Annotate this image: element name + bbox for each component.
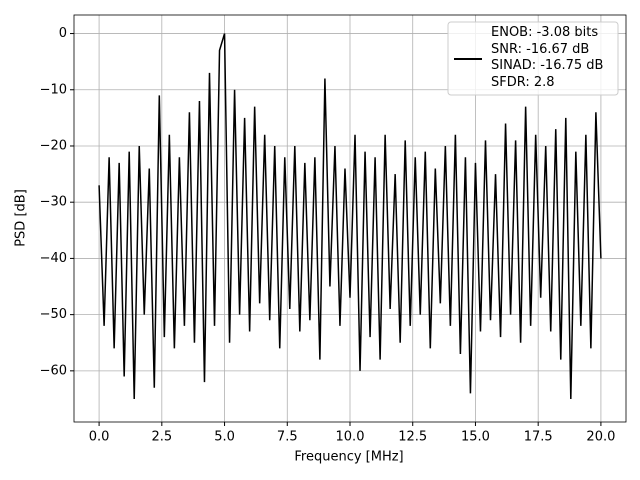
x-tick-label: 2.5	[151, 430, 172, 445]
x-tick-label: 0.0	[89, 430, 110, 445]
y-tick-label: −20	[40, 138, 67, 153]
axes-frame	[73, 14, 627, 423]
legend-label: ENOB: -3.08 bits SNR: -16.67 dB SINAD: -…	[491, 25, 604, 90]
x-tick-label: 5.0	[214, 430, 235, 445]
y-tick-label: −30	[40, 195, 67, 210]
x-tick-label: 7.5	[277, 430, 298, 445]
x-tick-label: 12.5	[398, 430, 427, 445]
legend-box	[447, 21, 619, 96]
y-tick-label: −10	[40, 82, 67, 97]
x-tick-label: 17.5	[524, 430, 553, 445]
x-axis-label: Frequency [MHz]	[294, 450, 403, 465]
x-tick-label: 10.0	[336, 430, 365, 445]
y-tick-label: 0	[59, 26, 67, 41]
psd-line	[98, 33, 602, 399]
y-tick-label: −60	[40, 363, 67, 378]
y-tick-label: −40	[40, 251, 67, 266]
x-tick-label: 15.0	[461, 430, 490, 445]
y-axis-label: PSD [dB]	[14, 189, 29, 247]
x-tick-label: 20.0	[586, 430, 615, 445]
y-tick-label: −50	[40, 307, 67, 322]
